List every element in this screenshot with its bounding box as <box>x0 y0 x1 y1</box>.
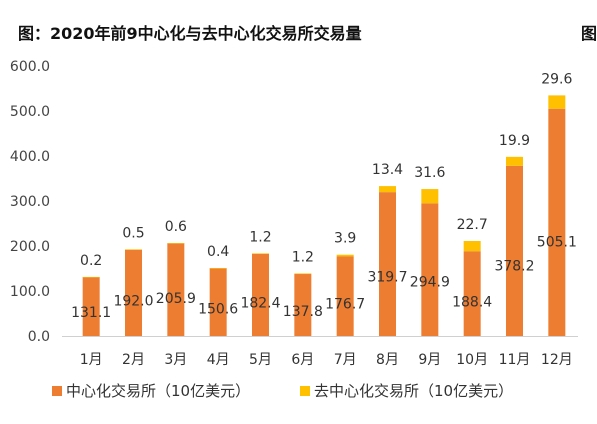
bar-decentralized <box>506 156 523 166</box>
y-tick-label: 0.0 <box>28 329 50 345</box>
bar-centralized <box>548 108 566 336</box>
y-tick-label: 300.0 <box>10 194 50 210</box>
y-tick-label: 400.0 <box>10 149 50 165</box>
data-label-decentralized: 1.2 <box>249 229 271 245</box>
x-tick-label: 2月 <box>122 352 145 368</box>
data-label-centralized: 294.9 <box>410 274 450 290</box>
y-tick-label: 100.0 <box>10 284 50 300</box>
bar-decentralized <box>463 241 481 252</box>
x-tick-label: 11月 <box>499 352 531 368</box>
data-label-decentralized: 29.6 <box>541 71 572 87</box>
data-label-centralized: 192.0 <box>113 294 153 310</box>
chart-title-cut: 图 <box>581 24 597 43</box>
bar-centralized <box>252 253 269 336</box>
data-label-decentralized: 1.2 <box>292 249 314 265</box>
x-tick-label: 6月 <box>291 352 314 368</box>
data-label-centralized: 131.1 <box>71 305 111 321</box>
legend-item-centralized: 中心化交易所（10亿美元） <box>52 380 250 401</box>
data-label-centralized: 188.4 <box>452 294 492 310</box>
x-tick-label: 1月 <box>80 352 103 368</box>
bar-centralized <box>294 273 312 336</box>
x-tick-label: 5月 <box>249 352 272 368</box>
legend-swatch-decentralized <box>300 385 310 396</box>
data-label-centralized: 150.6 <box>198 302 238 318</box>
bar-centralized <box>336 256 354 336</box>
data-label-decentralized: 19.9 <box>499 133 530 149</box>
data-label-centralized: 176.7 <box>325 297 365 313</box>
data-label-decentralized: 0.6 <box>165 219 187 235</box>
legend-swatch-centralized <box>52 385 62 396</box>
chart-title: 图：2020年前9中心化与去中心化交易所交易量 <box>18 24 362 43</box>
bar-decentralized <box>167 243 185 244</box>
data-label-centralized: 137.8 <box>283 304 323 320</box>
data-label-decentralized: 22.7 <box>457 217 488 233</box>
legend-label-centralized: 中心化交易所（10亿美元） <box>66 382 251 400</box>
bar-centralized <box>209 268 227 336</box>
x-tick-label: 3月 <box>164 352 187 368</box>
data-label-centralized: 505.1 <box>537 235 577 251</box>
x-tick-label: 4月 <box>207 352 230 368</box>
bar-decentralized <box>379 186 396 193</box>
data-label-decentralized: 0.4 <box>207 244 229 260</box>
data-label-centralized: 319.7 <box>367 270 407 286</box>
data-label-decentralized: 31.6 <box>414 165 445 181</box>
x-tick-label: 7月 <box>334 352 357 368</box>
bar-decentralized <box>82 276 100 278</box>
y-tick-label: 200.0 <box>10 239 50 255</box>
bar-centralized <box>82 277 100 336</box>
x-tick-label: 9月 <box>418 352 441 368</box>
bar-decentralized <box>294 273 312 275</box>
y-tick-label: 600.0 <box>10 59 50 75</box>
bar-decentralized <box>252 253 269 254</box>
bar-decentralized <box>548 95 566 109</box>
data-label-decentralized: 0.5 <box>122 225 144 241</box>
data-label-centralized: 205.9 <box>156 291 196 307</box>
bar-decentralized <box>336 254 354 257</box>
legend-label-decentralized: 去中心化交易所（10亿美元） <box>314 382 514 400</box>
data-label-centralized: 378.2 <box>494 259 534 275</box>
bar-centralized <box>463 251 481 336</box>
bar-decentralized <box>125 249 142 250</box>
bar-decentralized <box>209 268 227 269</box>
y-tick-label: 500.0 <box>10 104 50 120</box>
legend-item-decentralized: 去中心化交易所（10亿美元） <box>300 380 513 401</box>
x-tick-label: 8月 <box>376 352 399 368</box>
data-label-decentralized: 0.2 <box>80 253 102 269</box>
legend: 中心化交易所（10亿美元） 去中心化交易所（10亿美元） <box>0 380 597 400</box>
x-tick-label: 12月 <box>541 352 573 368</box>
x-tick-label: 10月 <box>456 352 488 368</box>
data-label-decentralized: 3.9 <box>334 231 356 247</box>
data-label-decentralized: 13.4 <box>372 162 403 178</box>
bar-decentralized <box>421 189 439 204</box>
bar-centralized <box>379 192 396 336</box>
data-label-centralized: 182.4 <box>240 296 280 312</box>
bar-centralized <box>125 249 142 336</box>
bar-centralized <box>167 243 185 336</box>
bar-centralized <box>421 203 439 336</box>
bar-centralized <box>506 165 523 336</box>
